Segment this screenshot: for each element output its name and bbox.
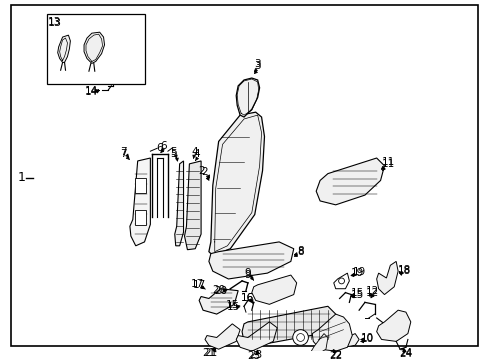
Text: 15: 15 <box>226 302 240 312</box>
Text: 17: 17 <box>190 279 203 289</box>
Text: 23: 23 <box>246 351 260 360</box>
Text: 7: 7 <box>120 147 126 157</box>
Text: 3: 3 <box>254 61 261 71</box>
Text: 12: 12 <box>366 288 379 298</box>
Text: 21: 21 <box>204 348 217 358</box>
Bar <box>135 210 146 225</box>
Polygon shape <box>58 35 70 62</box>
Text: 14: 14 <box>85 86 98 96</box>
Text: 5: 5 <box>170 147 177 157</box>
Text: 3: 3 <box>254 59 261 69</box>
Text: 19: 19 <box>352 267 365 277</box>
Text: 24: 24 <box>399 348 412 358</box>
Polygon shape <box>376 310 410 341</box>
Polygon shape <box>208 112 264 256</box>
Text: 11: 11 <box>381 157 394 167</box>
Text: 15: 15 <box>225 300 239 310</box>
Circle shape <box>338 278 344 284</box>
Text: 13: 13 <box>48 17 61 27</box>
Text: 16: 16 <box>240 293 253 302</box>
Polygon shape <box>236 322 277 351</box>
Polygon shape <box>236 78 259 117</box>
Text: 22: 22 <box>328 351 342 360</box>
Bar <box>135 177 146 193</box>
Text: 6: 6 <box>161 141 167 151</box>
Text: 9: 9 <box>244 268 251 278</box>
Text: 12: 12 <box>366 286 379 296</box>
Polygon shape <box>208 242 293 279</box>
Text: 13: 13 <box>48 18 61 28</box>
Polygon shape <box>316 158 384 205</box>
Text: 16: 16 <box>241 293 254 303</box>
Bar <box>47 14 144 84</box>
Text: 7: 7 <box>120 149 126 159</box>
Polygon shape <box>84 32 104 63</box>
Text: 24: 24 <box>399 349 412 359</box>
Polygon shape <box>130 158 150 246</box>
Text: 20: 20 <box>214 286 227 296</box>
Polygon shape <box>204 324 240 349</box>
Text: 4: 4 <box>193 149 200 159</box>
Text: 18: 18 <box>397 266 410 276</box>
Text: 8: 8 <box>297 246 303 256</box>
Polygon shape <box>184 161 201 250</box>
Text: 2: 2 <box>197 166 204 176</box>
Text: 22: 22 <box>328 350 342 360</box>
Polygon shape <box>199 289 238 314</box>
Text: 6: 6 <box>156 143 162 153</box>
Text: 14: 14 <box>85 87 98 97</box>
Text: 17: 17 <box>192 280 205 290</box>
Text: 20: 20 <box>212 285 225 295</box>
Polygon shape <box>174 161 183 246</box>
Text: 8: 8 <box>297 247 303 257</box>
Text: 2: 2 <box>201 167 208 177</box>
Text: 15: 15 <box>350 288 363 298</box>
Text: 21: 21 <box>202 348 215 358</box>
Polygon shape <box>312 314 351 351</box>
Circle shape <box>296 334 304 341</box>
Circle shape <box>292 330 308 345</box>
Text: 5: 5 <box>170 149 177 159</box>
Text: 11: 11 <box>381 159 394 169</box>
Polygon shape <box>311 334 327 355</box>
Polygon shape <box>376 261 397 294</box>
Polygon shape <box>251 275 296 304</box>
Text: 9: 9 <box>244 270 251 280</box>
Text: 10: 10 <box>360 333 373 343</box>
Text: 15: 15 <box>350 289 363 300</box>
Polygon shape <box>339 334 358 347</box>
Polygon shape <box>242 306 335 345</box>
Text: 19: 19 <box>350 268 363 278</box>
Text: 18: 18 <box>397 265 410 275</box>
Text: 10: 10 <box>360 334 373 345</box>
Polygon shape <box>333 273 348 289</box>
Text: 1: 1 <box>18 171 25 184</box>
Text: 23: 23 <box>248 350 262 360</box>
Text: 4: 4 <box>191 147 198 157</box>
